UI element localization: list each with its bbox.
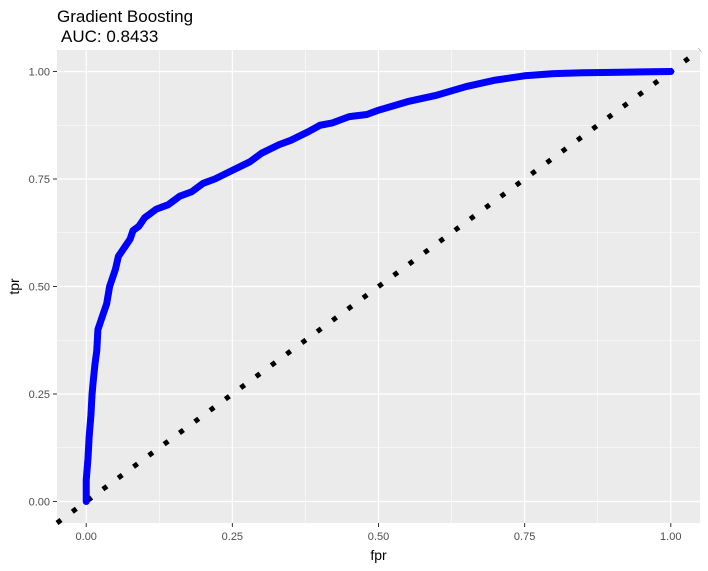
roc-curve-line	[82, 68, 675, 505]
y-tick-label: 0.75	[29, 174, 50, 186]
chart-subtitle: AUC: 0.8433	[61, 27, 158, 46]
y-tick-label: 0.50	[29, 282, 50, 294]
y-tick-label: 1.00	[29, 67, 50, 79]
x-tick-label: 1.00	[660, 531, 681, 543]
series-layer	[55, 47, 702, 526]
y-tick-label: 0.00	[29, 497, 50, 509]
x-tick-label: 0.25	[222, 531, 243, 543]
y-tick-label: 0.25	[29, 389, 50, 401]
y-axis-title: tpr	[6, 278, 22, 295]
x-axis: 0.00 0.25 0.50 0.75 1.00	[76, 523, 681, 543]
x-tick-label: 0.00	[76, 531, 97, 543]
chance-diagonal-line	[55, 47, 702, 526]
y-axis: 0.00 0.25 0.50 0.75 1.00	[29, 67, 57, 509]
x-tick-label: 0.75	[514, 531, 535, 543]
x-axis-title: fpr	[370, 547, 387, 563]
chart-title: Gradient Boosting	[57, 7, 193, 26]
x-tick-label: 0.50	[368, 531, 389, 543]
